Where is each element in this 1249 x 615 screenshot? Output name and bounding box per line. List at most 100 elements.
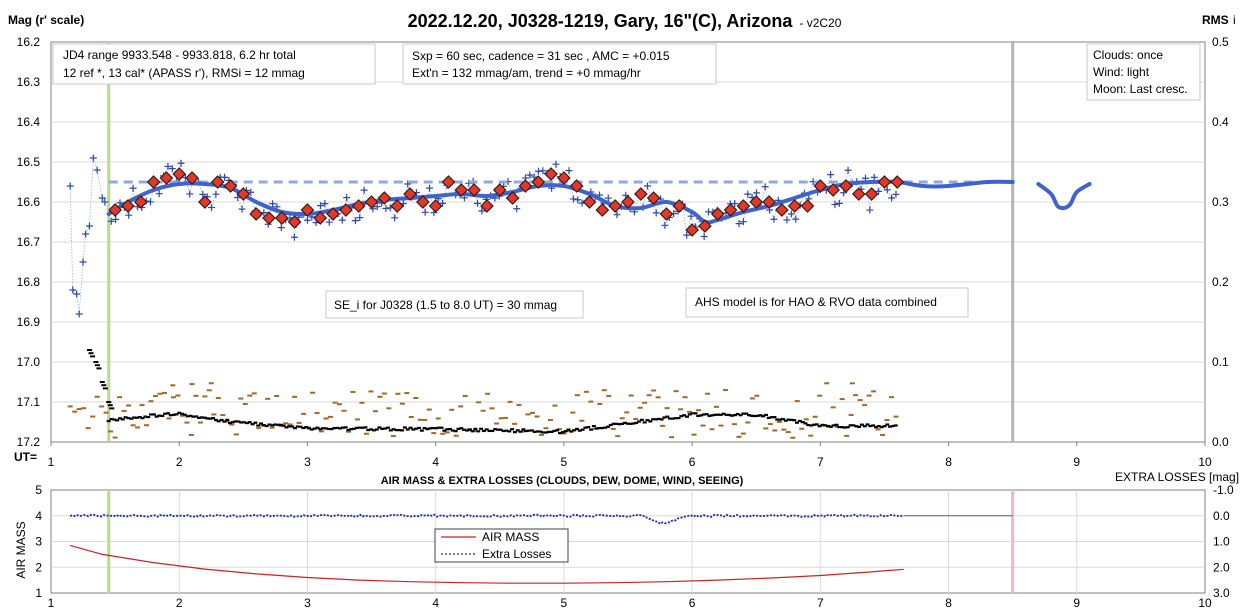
individual-point xyxy=(325,218,333,226)
individual-point xyxy=(421,208,429,216)
bottom-y-tick-label: 5 xyxy=(35,483,42,497)
individual-point xyxy=(269,200,277,208)
binned-point xyxy=(851,187,866,201)
individual-point xyxy=(321,200,329,208)
individual-point xyxy=(147,198,154,206)
y-axis-label: Mag (r' scale) xyxy=(8,13,84,27)
binned-point xyxy=(210,175,225,189)
bottom-chart: AIR MASS & EXTRA LOSSES (CLOUDS, DEW, DO… xyxy=(14,470,1239,610)
chart-version: - v2C20 xyxy=(799,16,841,30)
individual-point xyxy=(177,159,185,167)
binned-point xyxy=(531,175,546,189)
bottom-y2-axis-label: EXTRA LOSSES [mag] xyxy=(1115,470,1239,484)
binned-point xyxy=(685,223,699,237)
y-tick-label: 17.1 xyxy=(17,395,41,409)
binned-point xyxy=(146,175,161,189)
chart-title: 2022.12.20, J0328-1219, Gary, 16"(C), Ar… xyxy=(408,11,794,31)
individual-point xyxy=(303,216,311,224)
y2-tick-label: 0.4 xyxy=(1212,115,1229,129)
binned-point xyxy=(775,203,789,217)
binned-point xyxy=(864,187,879,201)
binned-point xyxy=(428,199,443,213)
individual-point xyxy=(883,186,891,194)
binned-point xyxy=(710,207,725,221)
bottom-y2-tick-label: 0.0 xyxy=(1213,509,1230,523)
x-tick-label: 2 xyxy=(176,455,183,469)
binned-point xyxy=(377,191,392,205)
bottom-x-tick-label: 8 xyxy=(945,596,952,610)
bottom-x-ticks: 1 2 3 4 5 6 7 8 9 10 xyxy=(48,596,1212,610)
individual-point xyxy=(338,216,346,224)
binned-measurements xyxy=(108,167,905,237)
individual-point xyxy=(277,224,285,232)
bottom-chart-title: AIR MASS & EXTRA LOSSES (CLOUDS, DEW, DO… xyxy=(381,475,744,487)
individual-point xyxy=(382,204,390,212)
binned-point xyxy=(326,207,340,221)
individual-point xyxy=(661,221,669,229)
individual-point xyxy=(539,167,547,175)
individual-point xyxy=(129,184,137,192)
binned-point xyxy=(185,171,199,185)
refs-line: 12 ref *, 13 cal* (APASS r'), RMSi = 12 … xyxy=(63,66,305,80)
individual-point xyxy=(792,215,800,223)
binned-point xyxy=(236,187,251,201)
individual-point xyxy=(199,190,207,198)
legend-airmass-label: AIR MASS xyxy=(482,530,539,544)
individual-point xyxy=(79,258,87,266)
individual-point xyxy=(221,173,229,181)
individual-point xyxy=(208,204,216,212)
individual-connector xyxy=(69,157,897,315)
individual-point xyxy=(101,198,109,206)
binned-point xyxy=(121,199,135,213)
individual-point xyxy=(73,290,81,298)
binned-point xyxy=(505,191,520,205)
binned-point xyxy=(108,203,122,217)
binned-point xyxy=(198,195,212,209)
individual-point xyxy=(888,194,896,202)
bottom-x-tick-label: 4 xyxy=(432,596,439,610)
binned-point xyxy=(518,179,533,193)
binned-point xyxy=(249,207,264,221)
airmass-series xyxy=(70,544,904,584)
individual-point xyxy=(439,199,447,207)
binned-point xyxy=(287,215,302,229)
legend-extra-label: Extra Losses xyxy=(482,547,551,561)
x-tick-label: 1 xyxy=(48,455,55,469)
bottom-y2-tick-label: 1.0 xyxy=(1213,535,1230,549)
y-tick-label: 16.6 xyxy=(17,195,41,209)
individual-point xyxy=(164,162,172,170)
individual-point xyxy=(98,194,106,202)
bottom-x-tick-label: 2 xyxy=(176,596,183,610)
bottom-y-tick-label: 4 xyxy=(35,509,42,523)
binned-point xyxy=(646,191,661,205)
y-tick-label: 16.9 xyxy=(17,315,41,329)
y-tick-label: 16.7 xyxy=(17,235,41,249)
individual-point xyxy=(391,214,399,222)
individual-point xyxy=(574,196,582,204)
individual-point xyxy=(155,190,163,198)
rms-series xyxy=(86,349,898,435)
individual-point xyxy=(66,182,74,190)
bottom-legend: AIR MASS Extra Losses xyxy=(434,528,569,563)
y2-tick-label: 0.5 xyxy=(1212,35,1229,49)
y2-ticks: 0.5 0.4 0.3 0.2 0.1 0.0 xyxy=(1212,35,1229,449)
binned-point xyxy=(415,195,430,209)
y2-tick-label: 0.0 xyxy=(1212,435,1229,449)
extra-losses-line xyxy=(69,513,904,525)
y-ticks: 16.2 16.3 16.4 16.5 16.6 16.7 16.8 16.9 17.0 17.1… xyxy=(17,35,41,449)
binned-point xyxy=(351,199,366,213)
bottom-x-tick-label: 6 xyxy=(689,596,696,610)
exposure-line: Sxp = 60 sec, cadence = 31 sec , AMC = +… xyxy=(412,49,670,63)
bottom-y2-tick-label: 2.0 xyxy=(1213,560,1230,574)
x-tick-label: 3 xyxy=(304,455,311,469)
binned-point xyxy=(582,195,597,209)
binned-point xyxy=(159,171,174,185)
individual-point xyxy=(426,184,434,192)
binned-point xyxy=(390,199,405,213)
extra-losses-series xyxy=(67,382,899,439)
y2-tick-label: 0.2 xyxy=(1212,275,1229,289)
jd-range-box: JD4 range 9933.548 - 9933.818, 6.2 hr to… xyxy=(52,43,376,85)
individual-point xyxy=(683,231,691,239)
y-tick-label: 17.2 xyxy=(17,435,41,449)
bottom-x-tick-label: 3 xyxy=(304,596,311,610)
